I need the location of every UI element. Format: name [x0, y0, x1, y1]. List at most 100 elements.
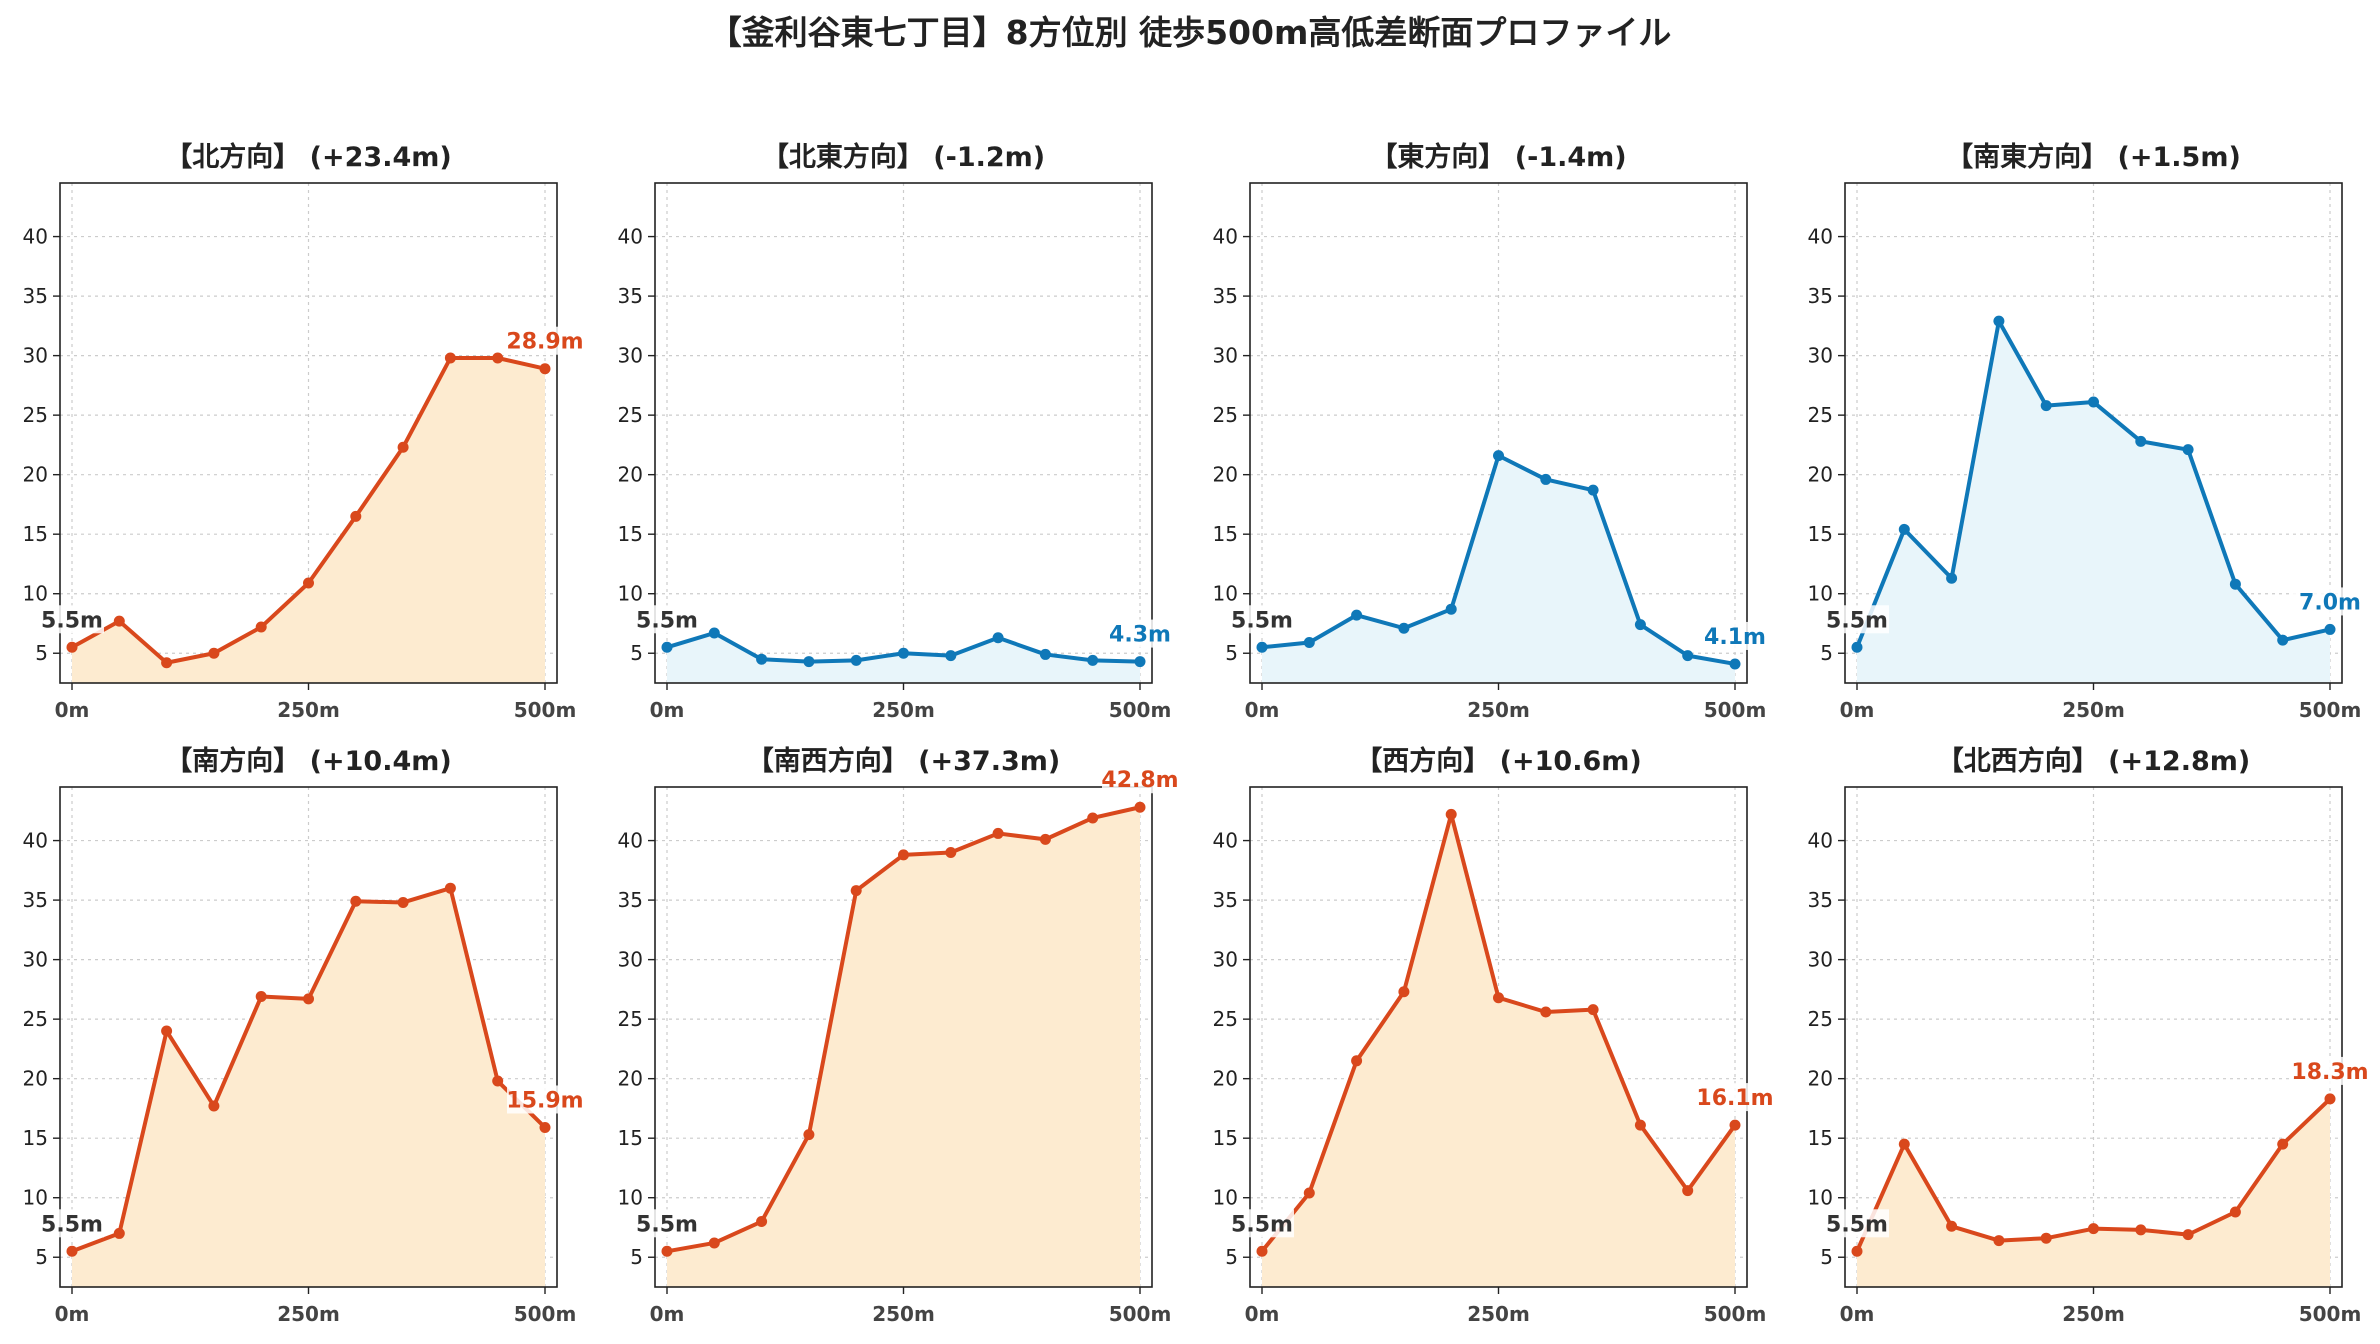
data-point: [1851, 641, 1863, 653]
y-tick-label: 35: [618, 888, 643, 912]
y-tick-label: 40: [1213, 829, 1238, 853]
data-point: [1039, 833, 1051, 845]
data-point: [1445, 603, 1457, 615]
area-fill: [667, 807, 1140, 1287]
y-tick-label: 5: [1820, 1245, 1833, 1269]
area-fill: [1262, 455, 1735, 683]
data-point: [992, 632, 1004, 644]
data-point: [1634, 1119, 1646, 1131]
start-label-bg: [633, 1209, 699, 1238]
data-point: [161, 1025, 173, 1037]
data-point: [2135, 435, 2147, 447]
y-tick-label: 10: [618, 582, 643, 606]
data-point: [1993, 1235, 2005, 1247]
end-label-bg: [507, 1085, 583, 1114]
data-point: [2182, 1229, 2194, 1241]
subplot-1: 【北方向】 (+23.4m) 5 10 15 20 25 30 35 40 0m 250m 500m 5…: [23, 141, 584, 722]
data-point: [350, 895, 362, 907]
data-point: [161, 657, 173, 669]
x-tick-label: 0m: [55, 698, 90, 722]
y-tick-label: 5: [1820, 641, 1833, 665]
data-point: [444, 882, 456, 894]
data-point: [303, 577, 314, 589]
x-tick-label: 500m: [1704, 1302, 1767, 1326]
y-tick-label: 20: [1808, 1067, 1833, 1091]
end-label: 16.1m: [1696, 1086, 1773, 1111]
y-tick-label: 30: [1808, 344, 1833, 368]
start-label: 5.5m: [1826, 608, 1888, 633]
start-label: 5.5m: [1231, 608, 1293, 633]
x-tick-label: 0m: [1840, 698, 1875, 722]
subplot-7: 【西方向】 (+10.6m) 5 10 15 20 25 30 35 40 0m 250m 500m 5…: [1213, 745, 1774, 1326]
end-label: 18.3m: [2291, 1060, 2368, 1085]
x-tick-label: 500m: [1704, 698, 1767, 722]
start-label: 5.5m: [1826, 1212, 1888, 1237]
end-label: 7.0m: [2299, 590, 2361, 615]
start-label-bg: [1228, 1209, 1294, 1238]
data-point: [1351, 1055, 1363, 1067]
data-point: [208, 647, 220, 659]
data-point: [1087, 654, 1099, 666]
data-point: [1398, 986, 1410, 998]
y-tick-label: 30: [618, 948, 643, 972]
x-tick-label: 0m: [650, 698, 685, 722]
y-tick-label: 15: [23, 1126, 48, 1150]
x-tick-label: 250m: [872, 698, 935, 722]
data-point: [1303, 637, 1315, 649]
data-point: [1993, 315, 2005, 327]
x-tick-label: 250m: [872, 1302, 935, 1326]
end-label: 4.1m: [1704, 625, 1766, 650]
y-tick-label: 30: [23, 948, 48, 972]
subplot-title: 【南東方向】 (+1.5m): [1946, 141, 2241, 173]
end-label-bg: [507, 326, 583, 355]
y-tick-label: 25: [1213, 1007, 1238, 1031]
y-tick-label: 35: [1213, 888, 1238, 912]
data-point: [492, 352, 504, 364]
y-tick-label: 15: [618, 1126, 643, 1150]
data-point: [1851, 1245, 1863, 1257]
data-point: [1445, 808, 1457, 820]
data-point: [2229, 1206, 2241, 1218]
x-tick-label: 250m: [2062, 1302, 2125, 1326]
data-point: [1303, 1187, 1315, 1199]
x-tick-label: 0m: [1245, 698, 1280, 722]
data-point: [2324, 623, 2336, 635]
start-label: 5.5m: [1231, 1212, 1293, 1237]
data-point: [539, 1121, 551, 1133]
area-fill: [72, 888, 545, 1287]
data-point: [2088, 1223, 2099, 1235]
data-point: [850, 654, 862, 666]
y-tick-label: 20: [1213, 1067, 1238, 1091]
subplot-title: 【東方向】 (-1.4m): [1370, 141, 1626, 173]
data-point: [898, 849, 909, 861]
y-tick-label: 35: [23, 284, 48, 308]
end-label-bg: [1697, 1083, 1773, 1112]
subplot-title: 【南方向】 (+10.4m): [165, 745, 451, 777]
start-label: 5.5m: [636, 1212, 698, 1237]
subplot-2: 【北東方向】 (-1.2m) 5 10 15 20 25 30 35 40 0m 250m 500m 5…: [618, 141, 1178, 722]
y-tick-label: 40: [1808, 225, 1833, 249]
data-point: [1946, 572, 1958, 584]
data-point: [539, 363, 551, 375]
subplot-4: 【南東方向】 (+1.5m) 5 10 15 20 25 30 35 40 0m 250m 500m 5…: [1808, 141, 2368, 722]
y-tick-label: 5: [1225, 641, 1238, 665]
data-point: [2088, 396, 2099, 408]
data-point: [113, 615, 125, 627]
data-point: [1540, 473, 1552, 485]
y-tick-label: 35: [1213, 284, 1238, 308]
data-point: [1540, 1006, 1552, 1018]
y-tick-label: 30: [23, 344, 48, 368]
subplot-title: 【北方向】 (+23.4m): [165, 141, 451, 173]
x-tick-label: 500m: [2299, 698, 2362, 722]
y-tick-label: 15: [1808, 522, 1833, 546]
data-point: [945, 650, 957, 662]
y-tick-label: 10: [1213, 582, 1238, 606]
y-tick-label: 30: [1808, 948, 1833, 972]
subplot-title: 【西方向】 (+10.6m): [1355, 745, 1641, 777]
plot-frame: [654, 182, 1153, 684]
start-label-bg: [38, 1209, 104, 1238]
y-tick-label: 20: [1808, 463, 1833, 487]
data-point: [492, 1075, 504, 1087]
y-tick-label: 15: [1808, 1126, 1833, 1150]
